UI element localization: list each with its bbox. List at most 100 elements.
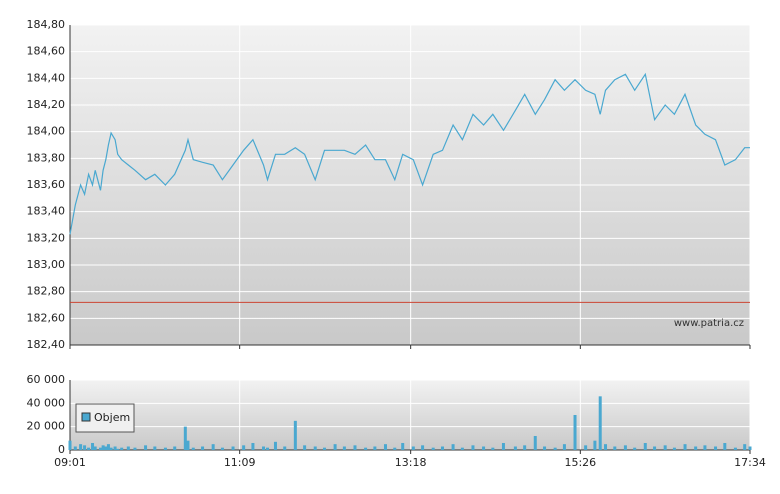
volume-bar [393, 447, 397, 450]
volume-bar [643, 443, 647, 450]
volume-bar [573, 415, 577, 450]
volume-bar [653, 446, 657, 450]
volume-bar [663, 445, 667, 450]
legend: Objem [75, 403, 135, 433]
volume-bar [471, 445, 475, 450]
volume-bar [73, 446, 77, 450]
volume-bar [383, 444, 387, 450]
y-tick-label: 182,80 [27, 285, 66, 298]
volume-bar [543, 446, 547, 450]
y-tick-label: 40 000 [27, 396, 66, 409]
volume-bar [251, 443, 255, 450]
volume-bar [353, 445, 357, 450]
volume-bar [342, 446, 346, 450]
volume-bar [451, 444, 455, 450]
volume-bar [613, 446, 617, 450]
volume-bar [126, 446, 130, 450]
volume-bar [68, 440, 72, 450]
y-tick-label: 183,00 [27, 258, 66, 271]
volume-bar [533, 436, 537, 450]
volume-bar [183, 426, 187, 450]
volume-bar [313, 446, 317, 450]
legend-swatch [81, 412, 91, 422]
legend-label: Objem [94, 411, 130, 424]
y-tick-label: 183,80 [27, 151, 66, 164]
volume-bar [220, 447, 224, 450]
volume-bar [373, 446, 377, 450]
volume-bar [273, 441, 277, 450]
volume-bar [491, 447, 495, 450]
y-tick-label: 184,00 [27, 125, 66, 138]
volume-bar [293, 420, 297, 450]
volume-bar [91, 443, 95, 450]
volume-bar [743, 444, 747, 450]
volume-bar [144, 445, 148, 450]
volume-bar [283, 446, 287, 450]
volume-bar [513, 446, 517, 450]
volume-bar [87, 447, 91, 450]
volume-bar [523, 445, 527, 450]
volume-bar [231, 446, 235, 450]
volume-bar [460, 447, 464, 450]
volume-bar [421, 445, 425, 450]
volume-bar [163, 447, 167, 450]
watermark: www.patria.cz [674, 318, 744, 329]
y-tick-label: 184,40 [27, 71, 66, 84]
x-tick-label: 15:26 [564, 456, 596, 469]
volume-bar [431, 447, 435, 450]
volume-bar [109, 447, 113, 450]
volume-bar [714, 446, 718, 450]
volume-bar [113, 446, 117, 450]
volume-bar [411, 446, 415, 450]
volume-bar [120, 447, 124, 450]
volume-bar [116, 448, 120, 450]
volume-bar [440, 446, 444, 450]
volume-bar [173, 446, 177, 450]
y-tick-label: 183,20 [27, 231, 66, 244]
y-tick-label: 60 000 [27, 373, 66, 386]
volume-bar [598, 396, 602, 450]
volume-bar [694, 446, 698, 450]
volume-bar [262, 446, 266, 450]
volume-bar [672, 447, 676, 450]
volume-bar [333, 444, 337, 450]
volume-bar [364, 447, 368, 450]
y-tick-label: 0 [58, 443, 65, 456]
volume-bar [482, 446, 486, 450]
volume-bar [401, 443, 405, 450]
volume-bar [623, 445, 627, 450]
volume-bar [101, 445, 105, 450]
volume-bar [723, 443, 727, 450]
volume-bar [303, 445, 307, 450]
volume-bar [593, 440, 597, 450]
x-tick-label: 17:34 [734, 456, 766, 469]
volume-bar [104, 446, 108, 450]
y-tick-label: 184,60 [27, 45, 66, 58]
volume-bar [106, 444, 110, 450]
y-tick-label: 20 000 [27, 420, 66, 433]
volume-bar [191, 447, 195, 450]
x-tick-label: 13:18 [395, 456, 427, 469]
y-tick-label: 182,40 [27, 338, 66, 351]
volume-bar [242, 445, 246, 450]
y-tick-label: 184,80 [27, 18, 66, 31]
volume-bar [733, 447, 737, 450]
volume-bar [153, 446, 157, 450]
volume-bar [133, 447, 137, 450]
y-tick-label: 183,60 [27, 178, 66, 191]
y-tick-label: 182,60 [27, 311, 66, 324]
volume-bar [266, 447, 270, 450]
volume-bar [501, 443, 505, 450]
volume-bar [186, 440, 190, 450]
volume-bar [748, 446, 752, 450]
y-tick-label: 184,20 [27, 98, 66, 111]
y-tick-label: 183,40 [27, 205, 66, 218]
volume-bar [562, 444, 566, 450]
volume-bar [201, 446, 205, 450]
x-tick-label: 09:01 [54, 456, 86, 469]
volume-bar [553, 447, 557, 450]
price-line [69, 72, 750, 235]
volume-plot-area [70, 380, 750, 450]
volume-bar [93, 446, 97, 450]
